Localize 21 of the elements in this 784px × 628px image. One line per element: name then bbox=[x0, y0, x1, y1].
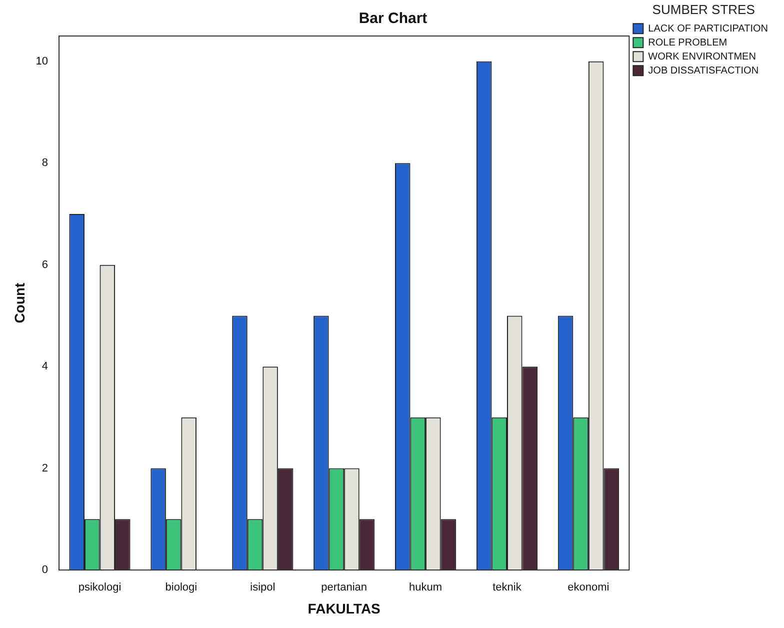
x-axis-title: FAKULTAS bbox=[308, 600, 380, 616]
x-tick-label: ekonomi bbox=[568, 582, 610, 594]
x-tick-label: psikologi bbox=[78, 582, 122, 594]
legend-label: LACK OF PARTICIPATION bbox=[648, 23, 768, 34]
chart-title: Bar Chart bbox=[358, 10, 428, 28]
x-tick-label: isipol bbox=[250, 582, 276, 594]
y-tick-label: 4 bbox=[42, 360, 48, 373]
y-tick-label: 6 bbox=[42, 258, 48, 271]
x-tick-label: biologi bbox=[165, 582, 198, 594]
y-tick-label: 2 bbox=[42, 462, 48, 474]
y-tick-label: 10 bbox=[36, 55, 48, 68]
y-tick-label: 8 bbox=[42, 157, 48, 170]
y-axis-title: Count bbox=[11, 282, 28, 324]
legend-label: JOB DISSATISFACTION bbox=[648, 65, 759, 76]
legend-title: SUMBER STRES bbox=[652, 2, 756, 18]
legend-label: WORK ENVIRONTMEN bbox=[648, 51, 756, 62]
y-tick-label: 0 bbox=[42, 564, 48, 576]
x-tick-label: teknik bbox=[492, 582, 522, 594]
x-tick-label: pertanian bbox=[321, 582, 368, 594]
legend-label: ROLE PROBLEM bbox=[648, 37, 728, 48]
x-tick-label: hukum bbox=[409, 582, 442, 594]
